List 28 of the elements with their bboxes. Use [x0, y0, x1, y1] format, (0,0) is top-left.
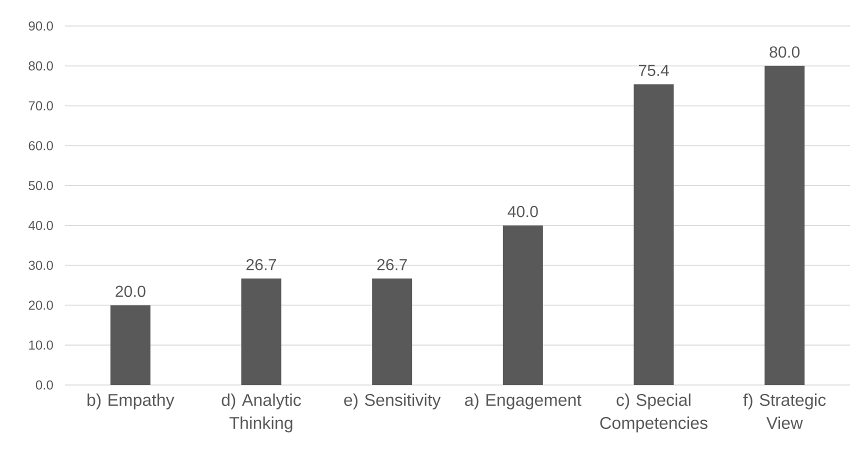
- bar: [502, 225, 543, 385]
- x-tick-label: f) Strategic View: [743, 394, 826, 430]
- data-label: 20.0: [116, 286, 146, 298]
- y-tick-label: 40.0: [28, 220, 53, 230]
- data-label: 75.4: [639, 64, 669, 76]
- x-tick-label: a) Engagement: [465, 394, 582, 410]
- bar: [764, 66, 805, 385]
- bar: [110, 305, 150, 385]
- bar: [241, 278, 282, 385]
- data-label: 26.7: [246, 258, 276, 270]
- bar: [372, 278, 412, 385]
- x-tick-label: e) Sensitivity: [344, 394, 441, 410]
- y-tick-label: 50.0: [28, 180, 53, 190]
- x-tick-label: d) Analytic Thinking: [222, 394, 301, 432]
- y-tick-label: 60.0: [28, 141, 53, 150]
- bar: [634, 84, 674, 385]
- y-tick-label: 30.0: [28, 260, 53, 270]
- x-tick-label: c) Special Competencies: [600, 394, 708, 432]
- x-tick-label: b) Empathy: [88, 394, 174, 410]
- y-tick-label: 20.0: [28, 300, 53, 310]
- y-tick-label: 80.0: [28, 61, 53, 70]
- data-label: 40.0: [508, 206, 538, 218]
- data-label: 80.0: [770, 46, 800, 58]
- y-tick-label: 70.0: [28, 101, 53, 110]
- y-tick-label: 90.0: [28, 21, 53, 31]
- y-tick-label: 0.0: [36, 380, 53, 390]
- y-tick-label: 10.0: [29, 340, 53, 350]
- data-label: 26.7: [377, 258, 407, 270]
